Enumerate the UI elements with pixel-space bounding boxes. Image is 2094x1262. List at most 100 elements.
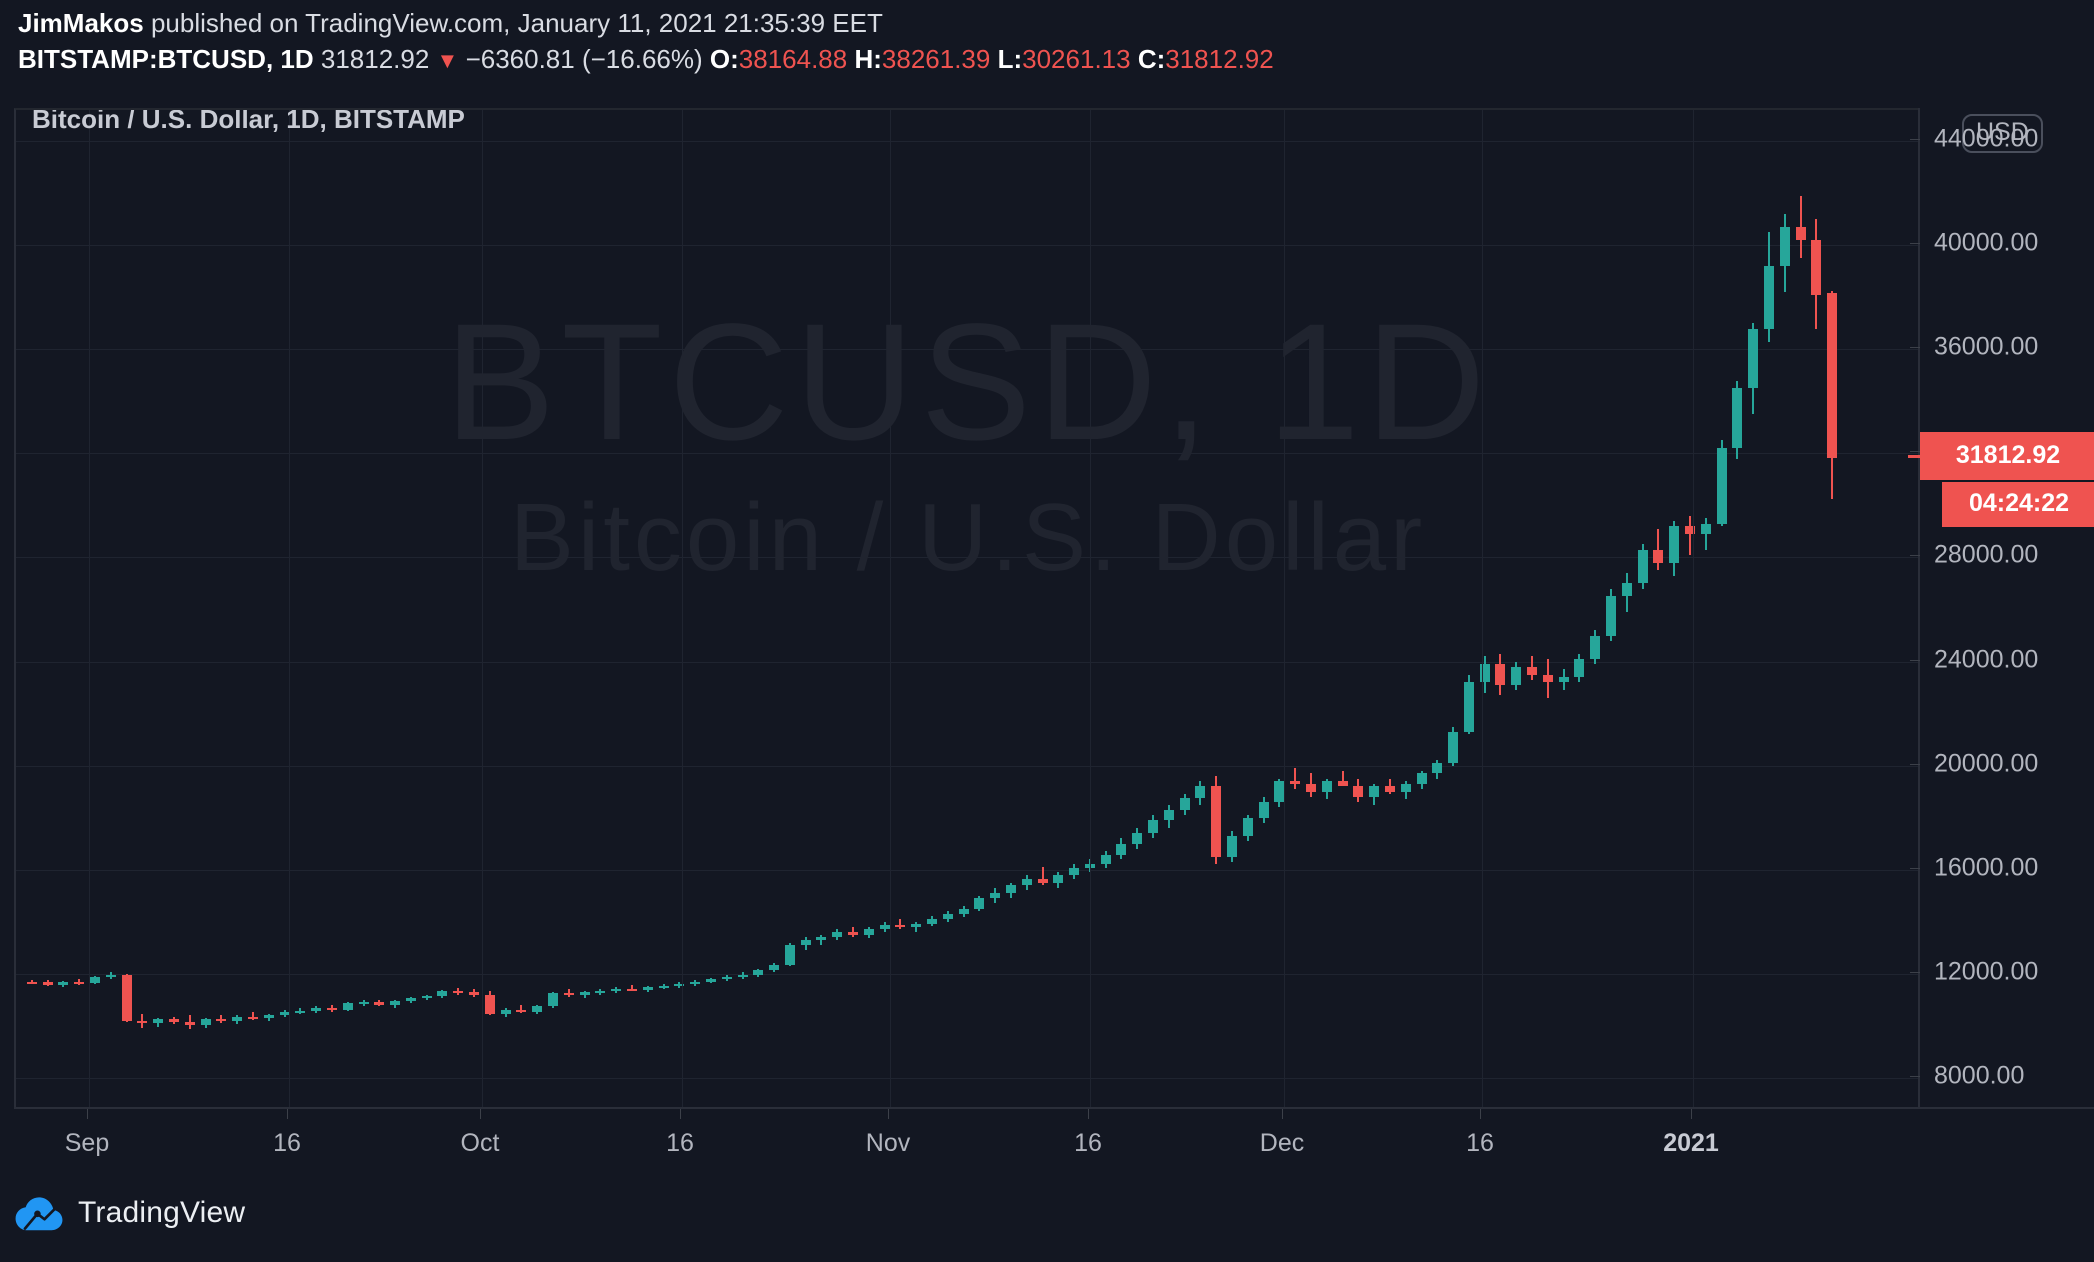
candle-body — [895, 924, 905, 927]
candle-body — [816, 936, 826, 941]
countdown-badge[interactable]: 04:24:22 — [1942, 482, 2094, 528]
candle-body — [1827, 293, 1837, 459]
grid-line — [16, 141, 1920, 143]
low-key: L: — [997, 44, 1023, 74]
candle-body — [1527, 666, 1537, 675]
candle-body — [1464, 682, 1474, 732]
grid-line — [1693, 110, 1694, 1109]
grid-line — [16, 765, 1920, 767]
grid-line — [16, 973, 1920, 975]
candle-body — [927, 918, 937, 925]
price-tick — [1910, 243, 1920, 245]
publication-line: JimMakos published on TradingView.com, J… — [18, 6, 1918, 40]
candle-body — [232, 1016, 242, 1022]
candle-body — [280, 1012, 290, 1016]
time-tick — [1480, 1109, 1481, 1119]
candle-body — [1480, 664, 1490, 683]
price-tick — [1910, 763, 1920, 765]
candle-body — [1006, 885, 1016, 894]
candle-body — [564, 993, 574, 996]
close-key: C: — [1137, 44, 1166, 74]
price-tick — [1910, 971, 1920, 973]
candle-body — [27, 981, 37, 984]
candle-body — [122, 975, 132, 1021]
price-axis-label: 28000.00 — [1934, 540, 2039, 569]
candle-body — [659, 985, 669, 988]
price-axis-label: 20000.00 — [1934, 749, 2039, 778]
price-tick — [1910, 347, 1920, 349]
candle-body — [1780, 227, 1790, 267]
candle-body — [1180, 798, 1190, 810]
price-tick — [1910, 1075, 1920, 1077]
candle-body — [1448, 731, 1458, 763]
candle-body — [1543, 674, 1553, 683]
grid-line — [16, 557, 1920, 559]
candle-body — [359, 1002, 369, 1005]
candle-body — [90, 977, 100, 984]
quote-line: BITSTAMP:BTCUSD, 1D 31812.92 ▼ −6360.81 … — [18, 42, 1918, 78]
candle-body — [706, 978, 716, 982]
candle-body — [1638, 549, 1648, 584]
candle-body — [216, 1018, 226, 1022]
candle-wick — [899, 919, 901, 930]
candle-body — [1495, 664, 1505, 685]
candle-body — [1243, 817, 1253, 836]
currency-badge[interactable]: USD — [1962, 114, 2043, 153]
candle-body — [1811, 240, 1821, 295]
time-axis-label: 16 — [1466, 1129, 1494, 1157]
candle-body — [343, 1003, 353, 1010]
price-axis-label: 24000.00 — [1934, 645, 2039, 674]
symbol-label: BITSTAMP:BTCUSD, 1D — [18, 44, 314, 74]
candle-body — [643, 987, 653, 990]
candle-body — [1669, 526, 1679, 563]
candle-body — [801, 940, 811, 946]
candle-body — [1764, 266, 1774, 329]
candle-body — [1322, 781, 1332, 792]
candle-body — [864, 928, 874, 935]
candle-body — [1417, 773, 1427, 784]
grid-line — [482, 110, 483, 1109]
candle-body — [1353, 786, 1363, 797]
price-tick — [1910, 659, 1920, 661]
candlestick-series[interactable] — [16, 110, 1920, 1109]
candle-body — [185, 1022, 195, 1026]
author-name: JimMakos — [18, 8, 144, 38]
candle-body — [1369, 786, 1379, 797]
grid-line — [16, 453, 1920, 455]
time-axis-label: Sep — [64, 1129, 110, 1157]
last-price-badge[interactable]: 31812.92 — [1920, 432, 2094, 481]
change-absolute: −6360.81 — [465, 44, 575, 74]
candle-body — [1559, 677, 1569, 683]
time-tick — [1691, 1109, 1692, 1119]
time-axis-label: Nov — [865, 1129, 911, 1157]
time-axis-label: 16 — [666, 1129, 694, 1157]
grid-line — [1284, 110, 1285, 1109]
candle-body — [769, 965, 779, 970]
candle-body — [106, 975, 116, 978]
candle-body — [627, 988, 637, 991]
price-tick — [1910, 555, 1920, 557]
chart-plot-area[interactable]: BTCUSD, 1D Bitcoin / U.S. Dollar Bitcoin… — [14, 108, 1920, 1109]
candle-body — [374, 1002, 384, 1006]
candle-body — [548, 993, 558, 1006]
candle-body — [595, 990, 605, 993]
grid-line — [16, 245, 1920, 247]
candle-body — [1606, 596, 1616, 636]
candle-body — [1732, 388, 1742, 449]
candle-body — [690, 981, 700, 985]
candle-body — [1685, 526, 1695, 535]
candle-body — [1132, 833, 1142, 844]
candle-wick — [631, 985, 633, 992]
candle-body — [1069, 868, 1079, 875]
candle-body — [1274, 781, 1284, 803]
time-axis[interactable]: Sep 16 Oct 16 Nov 16 Dec 16 2021 — [14, 1107, 2094, 1171]
time-tick — [680, 1109, 681, 1119]
candle-body — [1038, 878, 1048, 883]
candle-body — [738, 974, 748, 977]
candle-body — [959, 908, 969, 914]
candle-body — [990, 893, 1000, 899]
candle-wick — [915, 921, 917, 933]
candle-body — [169, 1019, 179, 1023]
price-axis[interactable]: USD 8000.00 12000.00 16000.00 20000.00 24000… — [1908, 108, 2094, 1107]
